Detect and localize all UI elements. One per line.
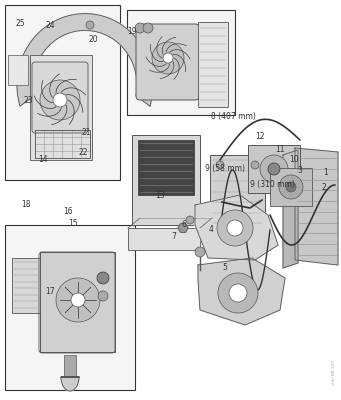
Text: 12: 12 — [255, 132, 265, 141]
Text: 25: 25 — [16, 20, 25, 28]
Circle shape — [279, 175, 303, 199]
Bar — [35, 130, 90, 158]
Text: 16: 16 — [63, 208, 72, 216]
Circle shape — [86, 21, 94, 29]
Bar — [40, 252, 115, 352]
Circle shape — [97, 272, 109, 284]
Text: 1: 1 — [323, 168, 328, 176]
Text: 22: 22 — [79, 148, 88, 157]
Circle shape — [71, 293, 85, 307]
Polygon shape — [295, 148, 338, 265]
Bar — [198, 22, 228, 107]
Text: 5: 5 — [223, 264, 227, 272]
Circle shape — [229, 284, 247, 302]
Text: 11: 11 — [275, 146, 284, 154]
Bar — [127, 10, 235, 115]
Circle shape — [227, 220, 243, 236]
Circle shape — [143, 23, 153, 33]
Text: 18: 18 — [21, 200, 30, 209]
Text: 14: 14 — [38, 155, 47, 164]
Text: 23: 23 — [23, 96, 33, 105]
Text: stihl BR 350: stihl BR 350 — [332, 360, 336, 385]
Circle shape — [286, 182, 296, 192]
Text: 6: 6 — [181, 220, 186, 228]
Circle shape — [251, 161, 259, 169]
Text: 20: 20 — [89, 36, 99, 44]
Text: 15: 15 — [69, 219, 78, 228]
Bar — [30, 55, 92, 160]
Bar — [12, 258, 40, 313]
Polygon shape — [178, 224, 188, 232]
Text: 2: 2 — [322, 184, 326, 192]
Polygon shape — [283, 150, 298, 268]
FancyBboxPatch shape — [136, 24, 199, 100]
FancyBboxPatch shape — [32, 62, 88, 133]
Text: 3: 3 — [298, 166, 302, 174]
Circle shape — [135, 23, 145, 33]
Circle shape — [152, 42, 184, 74]
Circle shape — [163, 53, 173, 63]
Bar — [5, 225, 135, 390]
Bar — [210, 155, 265, 230]
Text: 9 (310 mm): 9 (310 mm) — [250, 180, 295, 189]
Bar — [8, 55, 28, 85]
Text: 19: 19 — [128, 28, 137, 36]
Bar — [248, 145, 300, 193]
Text: 4: 4 — [209, 226, 214, 234]
Circle shape — [40, 80, 80, 120]
Circle shape — [195, 247, 205, 257]
Circle shape — [268, 163, 280, 175]
Circle shape — [186, 216, 194, 224]
Text: 17: 17 — [46, 288, 55, 296]
Circle shape — [53, 93, 67, 107]
Text: 24: 24 — [46, 22, 55, 30]
Text: 8 (407 mm): 8 (407 mm) — [211, 112, 256, 120]
Bar — [270, 168, 312, 206]
Circle shape — [56, 278, 100, 322]
Polygon shape — [61, 377, 79, 391]
Bar — [138, 140, 194, 195]
Bar — [132, 135, 200, 225]
Text: 10: 10 — [289, 156, 299, 164]
Text: 9 (58 mm): 9 (58 mm) — [205, 164, 245, 173]
Text: 21: 21 — [81, 128, 91, 137]
Bar — [64, 355, 76, 377]
Circle shape — [216, 161, 224, 169]
Circle shape — [260, 155, 288, 183]
Bar — [128, 228, 200, 250]
Text: 13: 13 — [155, 192, 164, 200]
Polygon shape — [198, 258, 285, 325]
Bar — [5, 5, 120, 180]
Circle shape — [98, 291, 108, 301]
Polygon shape — [17, 14, 153, 106]
Circle shape — [218, 273, 258, 313]
Text: 7: 7 — [172, 232, 176, 240]
Circle shape — [217, 210, 253, 246]
Polygon shape — [195, 195, 278, 260]
